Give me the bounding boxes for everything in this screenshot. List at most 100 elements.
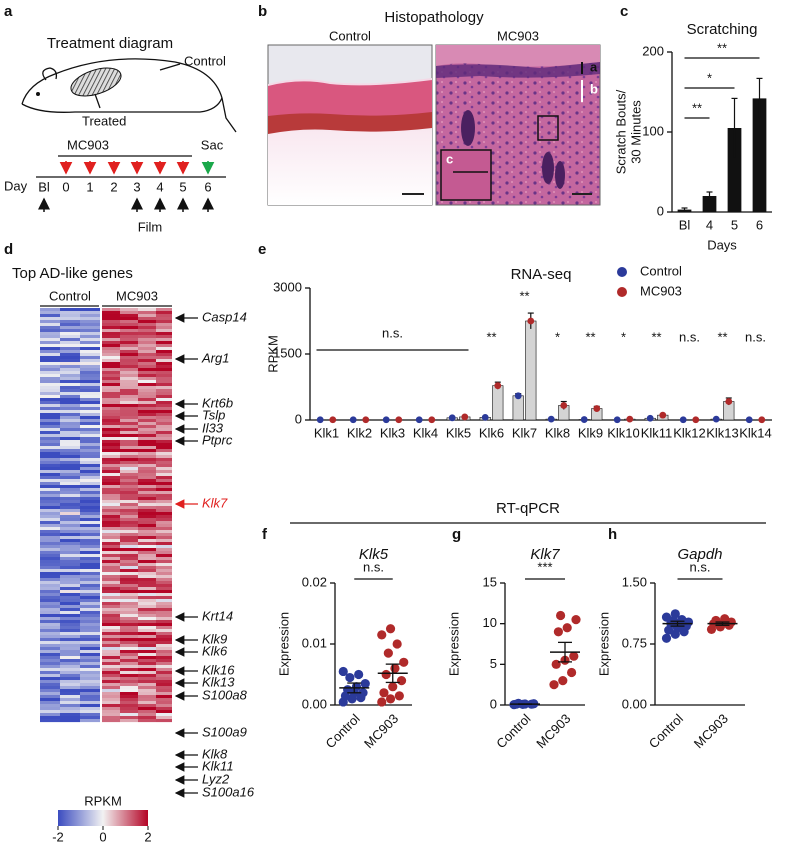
heatmap-texture	[156, 503, 172, 507]
heatmap-texture	[120, 497, 138, 501]
heatmap-texture	[102, 614, 120, 618]
data-point	[560, 402, 568, 409]
data-point	[385, 694, 396, 704]
heatmap-texture	[156, 554, 172, 558]
heatmap-texture	[60, 593, 80, 597]
y-tick-label: 0.75	[622, 635, 647, 650]
x-tick-label: Control	[323, 711, 363, 751]
heatmap-texture	[40, 500, 60, 504]
heatmap-texture	[156, 602, 172, 606]
heatmap-texture	[80, 398, 100, 402]
image-label: MC903	[497, 28, 539, 43]
heatmap-texture	[156, 470, 172, 474]
legend-marker	[617, 267, 627, 277]
heatmap-texture	[156, 485, 172, 489]
heatmap-texture	[138, 518, 156, 522]
heatmap-texture	[120, 509, 138, 513]
heatmap-texture	[80, 515, 100, 519]
heatmap-texture	[80, 503, 100, 507]
panel-label: f	[262, 526, 268, 543]
heatmap-texture	[156, 695, 172, 699]
y-axis-label: Expression	[596, 612, 611, 676]
heatmap-texture	[138, 635, 156, 639]
heatmap-texture	[102, 314, 120, 318]
heatmap-texture	[156, 383, 172, 387]
heatmap-texture	[80, 521, 100, 525]
heatmap-texture	[120, 527, 138, 531]
heatmap-texture	[138, 455, 156, 459]
pointer	[94, 93, 101, 109]
heatmap-texture	[156, 680, 172, 684]
heatmap-texture	[102, 476, 120, 480]
mc903-image	[461, 110, 475, 146]
heatmap-texture	[102, 398, 120, 402]
heatmap-texture	[138, 317, 156, 321]
heatmap-texture	[80, 308, 100, 312]
heatmap-texture	[156, 308, 172, 312]
heatmap-texture	[120, 413, 138, 417]
inset-box	[537, 115, 559, 141]
day-label: 0	[62, 179, 69, 194]
heatmap-texture	[120, 635, 138, 639]
heatmap-texture	[120, 431, 138, 435]
heatmap-texture	[156, 671, 172, 675]
heatmap-texture	[80, 380, 100, 384]
heatmap-texture	[138, 686, 156, 690]
heatmap-texture	[156, 629, 172, 633]
heatmap-texture	[40, 641, 60, 645]
heatmap-texture	[60, 452, 80, 456]
heatmap-texture	[80, 422, 100, 426]
column-label: MC903	[116, 288, 158, 303]
heatmap-texture	[120, 446, 138, 450]
heatmap-texture	[40, 377, 60, 381]
heatmap-texture	[156, 608, 172, 612]
heatmap-texture	[60, 326, 80, 330]
heatmap-texture	[80, 701, 100, 705]
heatmap-texture	[80, 377, 100, 381]
heatmap-texture	[138, 656, 156, 660]
x-axis-label: Days	[707, 237, 737, 252]
heatmap-texture	[138, 461, 156, 465]
heatmap-texture	[102, 443, 120, 447]
data-point	[362, 416, 370, 424]
heatmap-texture	[138, 596, 156, 600]
heatmap-texture	[102, 458, 120, 462]
gene-label: S100a8	[202, 687, 248, 702]
heatmap-texture	[120, 605, 138, 609]
x-tick-label: Klk14	[739, 425, 772, 440]
heatmap-texture	[102, 311, 120, 315]
heatmap-texture	[120, 572, 138, 576]
heatmap-texture	[80, 392, 100, 396]
heatmap-texture	[138, 485, 156, 489]
mouse-eye	[36, 92, 40, 96]
x-tick-label: Klk11	[641, 425, 673, 440]
heatmap-texture	[40, 422, 60, 426]
heatmap-texture	[102, 512, 120, 516]
heatmap-texture	[40, 551, 60, 555]
heatmap-texture	[156, 665, 172, 669]
heatmap-texture	[156, 653, 172, 657]
day-label: 3	[133, 179, 140, 194]
heatmap-texture	[120, 584, 138, 588]
data-point	[345, 672, 355, 683]
heatmap-texture	[60, 341, 80, 345]
heatmap-texture	[80, 707, 100, 711]
heatmap-texture	[102, 449, 120, 453]
heatmap-texture	[138, 506, 156, 510]
heatmap-texture	[80, 326, 100, 330]
heatmap-texture	[40, 695, 60, 699]
heatmap-texture	[60, 707, 80, 711]
heatmap-texture	[40, 314, 60, 318]
significance-label: *	[707, 70, 712, 85]
heatmap-texture	[80, 710, 100, 714]
heatmap-texture	[40, 476, 60, 480]
heatmap-texture	[138, 347, 156, 351]
heatmap-texture	[40, 563, 60, 567]
heatmap-texture	[40, 362, 60, 366]
heatmap-texture	[138, 683, 156, 687]
heatmap-texture	[60, 455, 80, 459]
heatmap-texture	[102, 713, 120, 717]
heatmap-texture	[60, 470, 80, 474]
data-point	[428, 416, 436, 424]
heatmap-texture	[60, 329, 80, 333]
